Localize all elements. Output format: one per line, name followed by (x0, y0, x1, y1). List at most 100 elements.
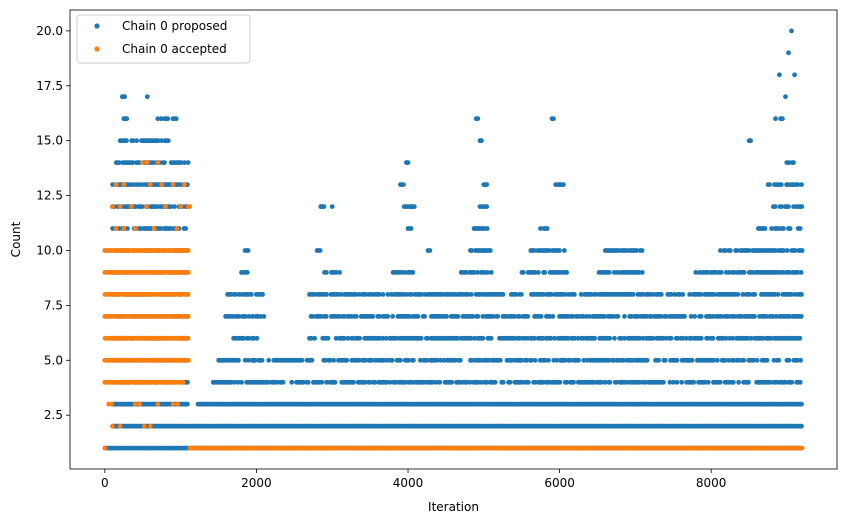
data-point (185, 160, 191, 166)
data-point (682, 314, 687, 319)
data-point (741, 270, 747, 275)
data-point (324, 379, 329, 385)
data-point (554, 357, 560, 363)
data-point (746, 379, 751, 385)
data-point (674, 379, 680, 385)
data-point (546, 357, 551, 363)
data-point (532, 270, 538, 275)
data-point (239, 379, 245, 385)
data-point (362, 379, 368, 385)
data-point (137, 160, 142, 166)
data-point (797, 335, 803, 341)
data-point (424, 357, 430, 363)
data-point (425, 335, 431, 341)
data-point (455, 335, 461, 341)
data-point (693, 270, 699, 275)
data-point (725, 314, 731, 319)
data-point (308, 335, 314, 341)
data-point (185, 379, 190, 385)
data-point (324, 292, 329, 297)
data-point (754, 357, 760, 363)
data-point (799, 292, 804, 297)
data-point (418, 292, 424, 297)
data-point (611, 357, 616, 363)
data-point (484, 182, 490, 188)
data-point (552, 335, 557, 341)
data-point (540, 335, 546, 341)
legend-label-proposed: Chain 0 proposed (122, 19, 227, 33)
data-point (799, 401, 804, 407)
data-point (490, 314, 496, 319)
data-point (404, 160, 409, 166)
data-point (786, 357, 792, 363)
data-point (519, 357, 525, 363)
data-point (615, 314, 621, 319)
data-point (535, 270, 541, 275)
data-point (480, 335, 486, 341)
data-point (622, 314, 627, 319)
data-point (390, 314, 396, 319)
data-point (639, 248, 645, 253)
data-point (509, 357, 515, 363)
axes-background (70, 10, 837, 469)
data-point (243, 314, 248, 319)
data-point (363, 357, 368, 363)
data-point (634, 248, 639, 253)
data-point (325, 335, 331, 341)
data-point (606, 270, 612, 275)
data-point (398, 357, 403, 363)
data-point (629, 314, 634, 319)
data-point (317, 248, 323, 253)
y-tick-label: 15.0 (36, 134, 63, 148)
data-point (479, 138, 484, 144)
data-point (661, 379, 666, 385)
data-point (583, 314, 589, 319)
plot-area (69, 9, 838, 470)
data-point (130, 160, 136, 166)
data-point (561, 248, 567, 253)
data-point (356, 357, 362, 363)
data-point (762, 226, 768, 231)
data-point (449, 379, 455, 385)
data-point (735, 292, 741, 297)
data-point (572, 292, 577, 297)
data-point (495, 314, 501, 319)
data-point (331, 357, 337, 363)
data-point (726, 357, 731, 363)
data-point (794, 357, 800, 363)
data-point (786, 50, 791, 56)
data-point (180, 379, 186, 385)
data-point (792, 248, 798, 253)
x-tick-label: 2000 (241, 476, 272, 490)
data-point (131, 138, 136, 144)
data-point (144, 94, 150, 100)
data-point (312, 292, 317, 297)
data-point (471, 270, 477, 275)
data-point (341, 335, 347, 341)
data-point (233, 292, 239, 297)
data-point (305, 379, 311, 385)
data-point (519, 292, 524, 297)
data-point (351, 379, 356, 385)
y-tick-label: 20.0 (36, 24, 63, 38)
data-point (235, 379, 241, 385)
data-point (795, 182, 801, 188)
data-point (799, 423, 804, 429)
data-point (183, 226, 189, 231)
data-point (548, 292, 554, 297)
data-point (141, 423, 147, 429)
y-tick-label: 12.5 (36, 189, 63, 203)
data-point (656, 357, 662, 363)
data-point (329, 204, 335, 210)
data-point (621, 357, 627, 363)
data-point (787, 226, 793, 231)
data-point (488, 335, 494, 341)
data-point (557, 248, 562, 253)
data-point (687, 292, 692, 297)
data-point (469, 292, 474, 297)
data-point (746, 248, 752, 253)
data-point (323, 314, 329, 319)
data-point (125, 226, 130, 231)
data-point (479, 379, 484, 385)
